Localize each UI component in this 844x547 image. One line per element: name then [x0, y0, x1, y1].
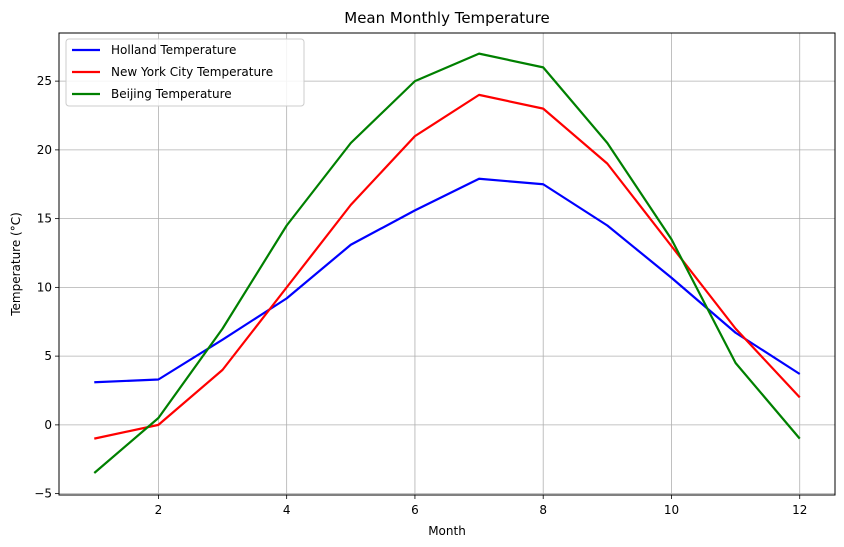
legend: Holland Temperature New York City Tempera… [65, 38, 305, 107]
legend-label-0: Holland Temperature [111, 43, 236, 57]
y-axis-label: Temperature (°C) [9, 212, 23, 317]
series-lines [93, 52, 801, 474]
y-tick-label: 10 [37, 280, 52, 294]
legend-box [65, 38, 305, 107]
series-line-0 [94, 177, 801, 384]
x-tick-label: 2 [155, 503, 163, 517]
y-axis-ticks: −5 0 5 10 15 20 25 [34, 74, 59, 501]
y-tick-label: 5 [44, 349, 52, 363]
chart-title: Mean Monthly Temperature [344, 9, 549, 27]
y-tick-label: 20 [37, 143, 52, 157]
legend-label-2: Beijing Temperature [111, 87, 232, 101]
x-tick-label: 4 [283, 503, 291, 517]
legend-label-1: New York City Temperature [111, 65, 273, 79]
x-tick-label: 12 [792, 503, 807, 517]
grid [59, 33, 835, 495]
x-axis-ticks: 2 4 6 8 10 12 [155, 495, 807, 517]
x-tick-label: 10 [664, 503, 679, 517]
x-tick-label: 8 [539, 503, 547, 517]
x-tick-label: 6 [411, 503, 419, 517]
y-tick-label: 0 [44, 418, 52, 432]
y-tick-label: 25 [37, 74, 52, 88]
y-tick-label: 15 [37, 212, 52, 226]
plot-frame [58, 32, 836, 496]
x-axis-label: Month [428, 524, 466, 538]
y-tick-label: −5 [34, 487, 52, 501]
series-line-2 [93, 52, 801, 474]
